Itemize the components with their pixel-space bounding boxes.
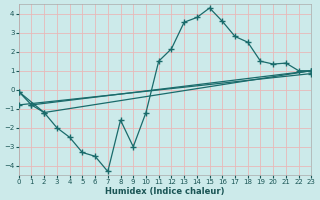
X-axis label: Humidex (Indice chaleur): Humidex (Indice chaleur) — [105, 187, 225, 196]
